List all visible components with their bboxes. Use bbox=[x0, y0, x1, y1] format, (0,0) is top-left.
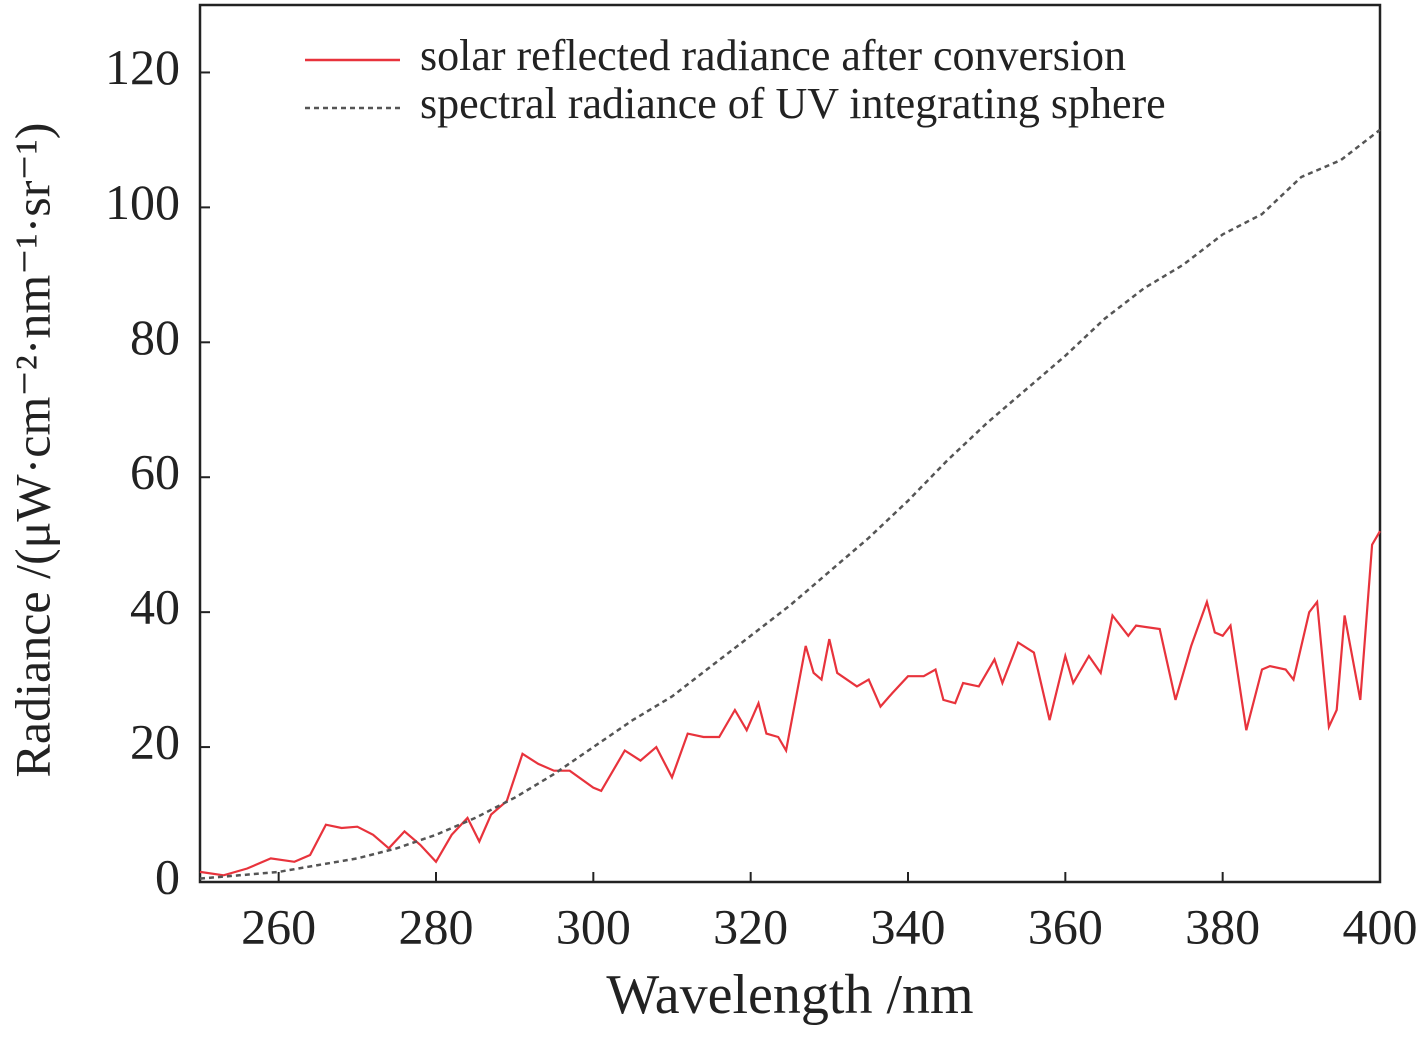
x-tick-label: 260 bbox=[241, 898, 316, 954]
legend-label: solar reflected radiance after conversio… bbox=[420, 31, 1126, 80]
x-tick-label: 320 bbox=[713, 898, 788, 954]
y-tick-label: 120 bbox=[105, 39, 180, 95]
y-tick-label: 80 bbox=[130, 309, 180, 365]
x-tick-label: 400 bbox=[1343, 898, 1418, 954]
data-line bbox=[199, 128, 1381, 880]
x-tick-label: 300 bbox=[556, 898, 631, 954]
y-tick-label: 100 bbox=[105, 174, 180, 230]
plot-frame bbox=[198, 3, 1382, 884]
x-tick-label: 360 bbox=[1028, 898, 1103, 954]
x-tick-label: 380 bbox=[1185, 898, 1260, 954]
legend-label: spectral radiance of UV integrating sphe… bbox=[420, 79, 1166, 128]
y-tick-label: 0 bbox=[155, 848, 180, 904]
y-tick-label: 60 bbox=[130, 444, 180, 500]
data-line bbox=[199, 530, 1381, 877]
y-tick-label: 40 bbox=[130, 579, 180, 635]
x-tick-label: 340 bbox=[871, 898, 946, 954]
x-tick-label: 280 bbox=[399, 898, 474, 954]
x-axis-title: Wavelength /nm bbox=[606, 964, 973, 1026]
y-axis-title: Radiance /(μW·cm⁻²·nm⁻¹·sr⁻¹) bbox=[4, 123, 60, 778]
y-tick-label: 20 bbox=[130, 714, 180, 770]
